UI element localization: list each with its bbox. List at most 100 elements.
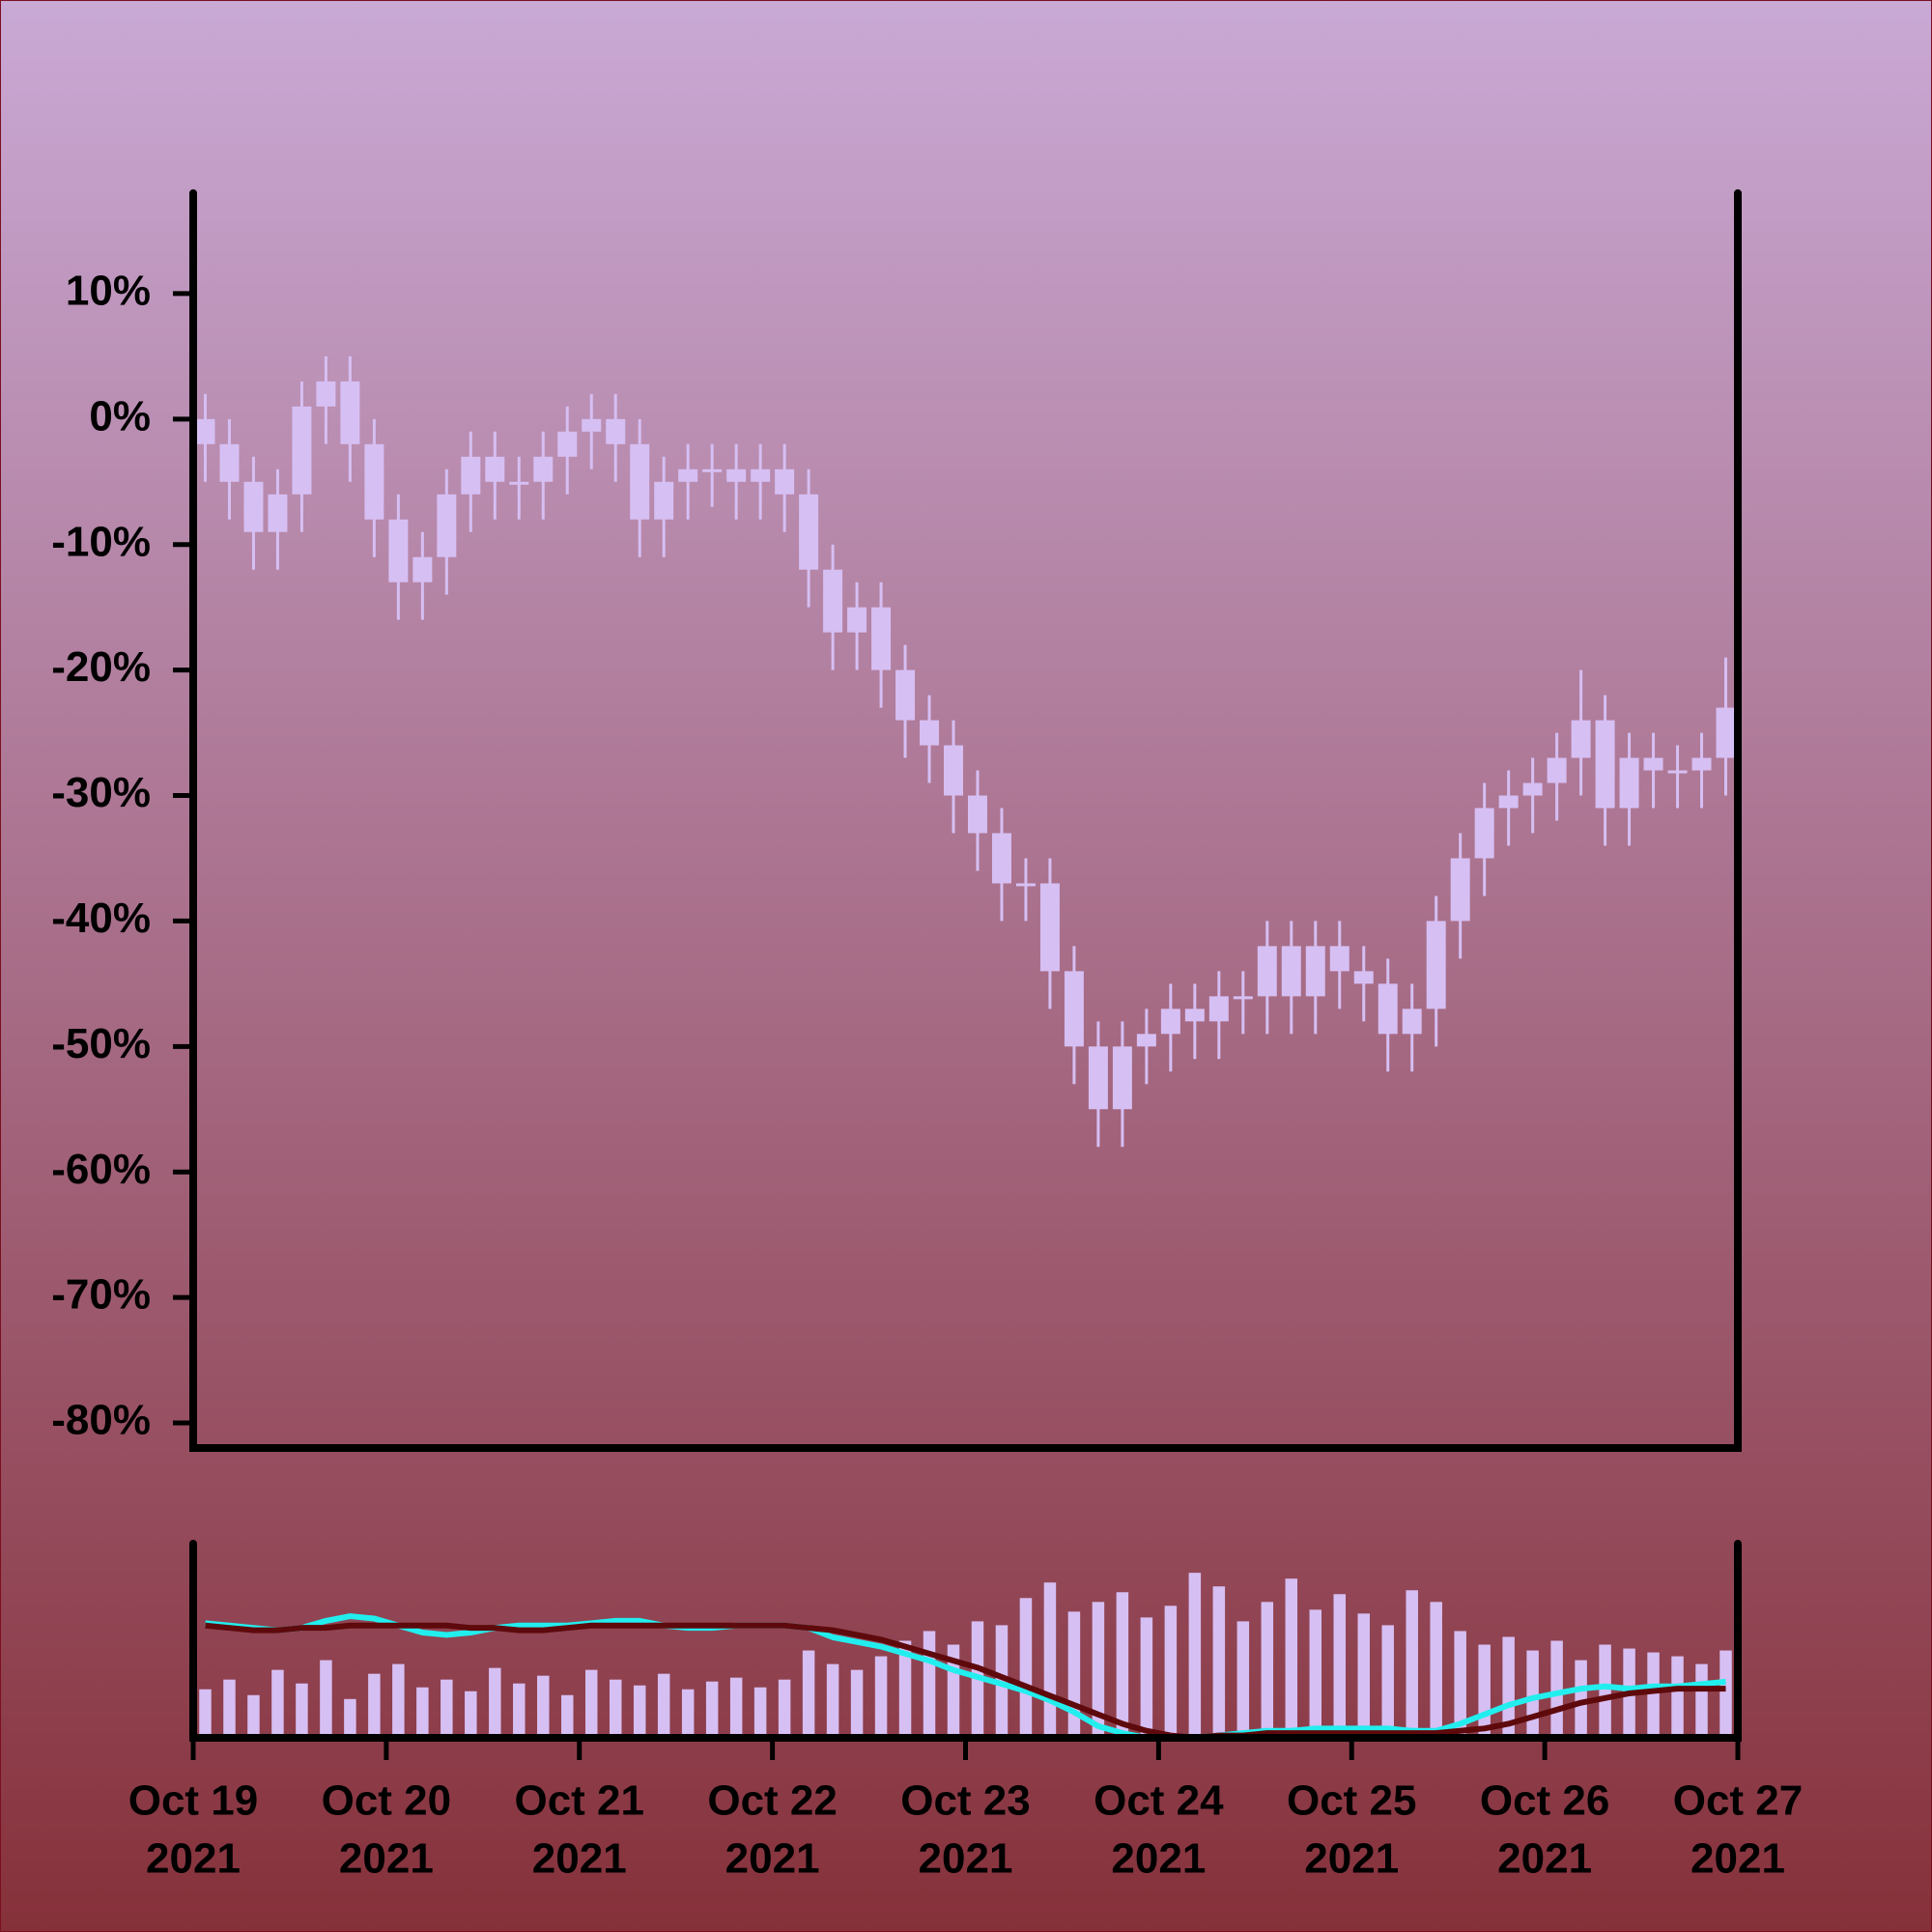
x-tick-label: Oct 23 [900,1777,1031,1825]
candle-body [991,833,1011,884]
candle-body [1619,757,1639,809]
volume-bar [1309,1609,1322,1738]
candle-body [219,443,240,482]
y-tick-label: -60% [51,1146,151,1193]
volume-bar [1043,1582,1057,1738]
volume-bar [416,1687,429,1738]
y-tick-label: -30% [51,769,151,816]
y-tick-label: 10% [66,268,151,315]
candle-body [388,519,409,582]
volume-bar [850,1669,864,1738]
candle-body [1667,770,1688,774]
candle-body [823,569,843,633]
y-tick-label: -50% [51,1020,151,1067]
candle-body [1498,795,1519,809]
candle-body [1015,883,1036,887]
volume-bar [584,1669,598,1738]
candle-body [485,456,505,482]
volume-bar [729,1677,743,1738]
candle-body [1522,782,1543,796]
x-tick-label: 2021 [725,1835,820,1883]
candle-body [1112,1046,1132,1110]
candle-body [533,456,554,482]
volume-bar [320,1660,332,1738]
volume-bar [1647,1652,1660,1738]
candle-body [1281,946,1301,997]
x-tick-label: 2021 [1111,1835,1206,1883]
candle-body [461,456,481,495]
volume-bar [1671,1656,1684,1738]
candle-body [1233,996,1253,1000]
y-tick-label: -20% [51,643,151,691]
candle-body [268,494,288,532]
candle-body [1305,946,1325,997]
volume-bar [1526,1650,1539,1738]
candle-body [895,669,916,721]
x-tick-label: 2021 [1497,1835,1592,1883]
candle-body [678,469,698,482]
volume-bar [199,1689,212,1738]
candle-body [1595,720,1615,809]
candle-body [316,381,336,407]
candle-body [1474,808,1494,859]
volume-bar [1502,1636,1515,1738]
x-tick-label: 2021 [1690,1835,1785,1883]
volume-bar [344,1698,356,1738]
volume-bar [898,1640,912,1738]
volume-bar [1599,1644,1611,1738]
candle-body [775,469,795,495]
volume-bar [561,1694,574,1738]
volume-bar [368,1673,381,1738]
candle-body [340,381,360,444]
volume-bar [513,1683,526,1738]
x-tick-label: 2021 [339,1835,434,1883]
volume-bar [223,1679,236,1738]
x-tick-label: Oct 22 [707,1777,838,1825]
volume-bar [271,1669,284,1738]
volume-bar [657,1673,670,1738]
candle-body [1402,1009,1422,1035]
volume-bar [1212,1586,1226,1738]
candle-body [1426,921,1446,1009]
candle-body [1547,757,1567,783]
y-tick-label: -40% [51,895,151,942]
candle-body [1378,983,1398,1035]
volume-bar [705,1681,719,1738]
candle-body [582,418,602,432]
volume-bar [392,1663,405,1738]
x-tick-label: 2021 [919,1835,1013,1883]
x-tick-label: 2021 [146,1835,241,1883]
candle-body [437,494,457,557]
y-tick-label: -80% [51,1397,151,1444]
candle-body [1353,971,1374,984]
x-tick-label: Oct 25 [1287,1777,1417,1825]
volume-bar [923,1631,936,1738]
candle-body [557,431,578,457]
candle-body [630,443,650,520]
volume-bar [537,1675,550,1738]
x-tick-label: Oct 19 [128,1777,259,1825]
volume-bar [247,1694,260,1738]
candle-body [1184,1009,1205,1022]
volume-bar [1575,1660,1587,1738]
x-tick-label: 2021 [532,1835,627,1883]
candle-body [702,469,723,472]
y-tick-label: -70% [51,1271,151,1319]
candle-body [944,745,964,796]
axes: 10% 0% -10% -20% -30% -40% -50% -60% -70% -80% Oct… [51,189,1803,1883]
volume-bar [1019,1598,1033,1738]
candle-body [726,469,747,482]
volume-panel [199,1573,1732,1738]
price-panel [195,355,1736,1148]
volume-bar [802,1650,815,1738]
volume-bar [1236,1621,1250,1738]
volume-bar [1092,1602,1105,1738]
volume-bar [1188,1573,1202,1738]
price-frame [189,189,1742,1452]
candle-body [1257,946,1277,997]
volume-bar [609,1679,622,1738]
candle-body [654,481,674,520]
candle-body [195,418,215,444]
volume-bar [1285,1578,1298,1738]
